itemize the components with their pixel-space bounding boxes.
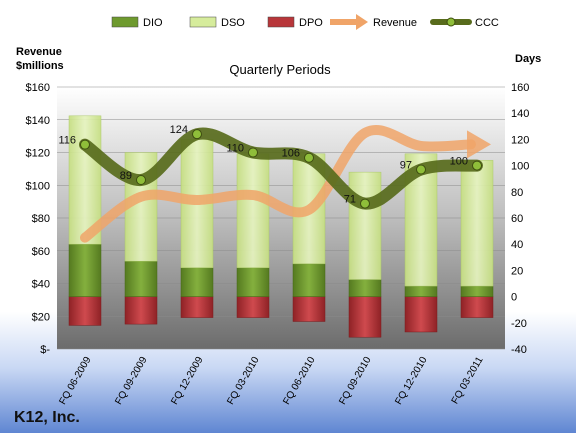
left-tick-label: $60 [32, 246, 50, 258]
ccc-data-label: 71 [344, 194, 356, 206]
right-tick-label: -20 [511, 318, 527, 330]
right-tick-label: 40 [511, 239, 523, 251]
dio-bar [68, 243, 102, 297]
right-axis-title: Days [515, 53, 541, 65]
ccc-marker [136, 175, 146, 186]
left-tick-label: $20 [32, 311, 50, 323]
ccc-marker [80, 139, 90, 150]
legend: DIO DSO DPO Revenue CCC [111, 14, 499, 30]
company-name: K12, Inc. [14, 409, 80, 426]
ccc-marker [360, 198, 370, 209]
legend-swatch-marker [446, 17, 456, 27]
dso-bar [236, 153, 270, 269]
ccc-marker [304, 152, 314, 163]
ccc-data-label: 100 [450, 156, 468, 168]
right-tick-label: 160 [511, 82, 529, 94]
revenue-arrowhead [467, 130, 491, 159]
left-tick-label: $140 [26, 115, 50, 127]
legend-swatch [111, 16, 139, 28]
legend-label: DSO [221, 17, 245, 29]
dio-bar [236, 267, 270, 297]
right-tick-label: 100 [511, 161, 529, 173]
dio-bar [292, 263, 326, 297]
legend-label: Revenue [373, 17, 417, 29]
ccc-data-label: 110 [226, 143, 244, 155]
right-tick-label: 20 [511, 265, 523, 277]
left-tick-label: $80 [32, 213, 50, 225]
ccc-data-label: 116 [58, 135, 76, 147]
dpo-bar [180, 296, 214, 318]
ccc-marker [192, 129, 202, 140]
legend-label: CCC [475, 17, 499, 29]
left-axis-title-line2: $millions [16, 60, 64, 72]
left-tick-label: $160 [26, 82, 50, 94]
legend-label: DPO [299, 17, 323, 29]
dio-bar [404, 285, 438, 297]
ccc-marker [472, 160, 482, 171]
dpo-bar [68, 296, 102, 326]
left-tick-label: $- [40, 344, 50, 356]
left-tick-label: $100 [26, 180, 50, 192]
dio-bar [180, 267, 214, 297]
dso-bar [460, 160, 494, 287]
ccc-marker [248, 147, 258, 158]
ccc-data-label: 124 [170, 124, 188, 136]
legend-swatch [267, 16, 295, 28]
legend-swatch-arrowhead [356, 14, 368, 30]
left-tick-label: $40 [32, 279, 50, 291]
ccc-data-label: 106 [282, 148, 300, 160]
right-tick-label: 0 [511, 292, 517, 304]
lines-layer: 116 89 124 110 106 71 97 100 [58, 124, 491, 243]
dio-bar [460, 285, 494, 297]
right-tick-label: 140 [511, 108, 529, 120]
right-tick-label: 80 [511, 187, 523, 199]
chart-title: Quarterly Periods [229, 62, 331, 77]
dio-bar [348, 279, 382, 297]
dpo-bar [460, 296, 494, 318]
ccc-marker [416, 164, 426, 175]
legend-label: DIO [143, 17, 163, 29]
right-tick-label: 120 [511, 134, 529, 146]
dpo-bar [292, 296, 326, 322]
dso-bar [348, 171, 382, 280]
dpo-bar [236, 296, 270, 318]
ccc-data-label: 97 [400, 160, 412, 172]
revenue-line [80, 125, 476, 243]
dpo-bar [404, 296, 438, 333]
legend-swatch [189, 16, 217, 28]
left-axis-title-line1: Revenue [16, 46, 62, 58]
dio-bar [124, 260, 158, 297]
right-tick-label: -40 [511, 344, 527, 356]
dpo-bar [348, 296, 382, 338]
right-tick-label: 60 [511, 213, 523, 225]
left-tick-label: $120 [26, 148, 50, 160]
ccc-data-label: 89 [120, 170, 132, 182]
dpo-bar [124, 296, 158, 325]
